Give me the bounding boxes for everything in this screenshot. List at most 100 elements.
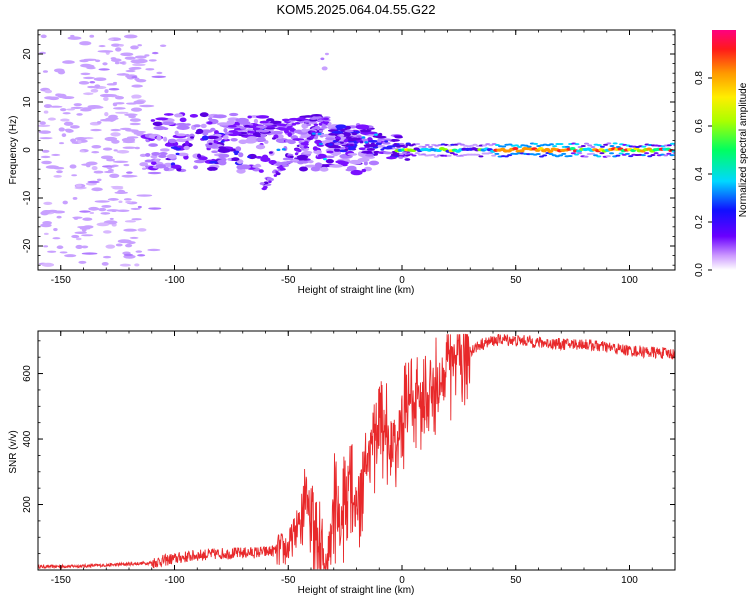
heatmap-cell (666, 152, 672, 155)
heatmap-cell (247, 115, 252, 119)
heatmap-cell (382, 151, 393, 155)
heatmap-cell (98, 68, 110, 71)
heatmap-cell (62, 200, 68, 205)
heatmap-cell (82, 107, 97, 110)
heatmap-cell (235, 146, 242, 152)
snr-xlabel: Height of straight line (km) (298, 585, 415, 596)
heatmap-cell (80, 63, 93, 68)
heatmap-cell (125, 200, 133, 204)
heatmap-cell (148, 59, 157, 62)
heatmap-cell (361, 136, 366, 139)
heatmap-cell (177, 152, 189, 157)
heatmap-cell (344, 129, 354, 133)
heatmap-cell (279, 167, 286, 171)
heatmap-cell (641, 145, 647, 148)
colorbar-tick-label: 0.0 (694, 263, 705, 277)
heatmap-cell (107, 168, 114, 172)
heatmap-cell (208, 142, 213, 146)
heatmap-cell (370, 142, 375, 145)
x-tick-label: 50 (510, 275, 522, 286)
heatmap-cell (564, 145, 570, 148)
heatmap-cell (357, 157, 370, 162)
heatmap-cell (47, 250, 57, 253)
heatmap-cell (39, 121, 46, 125)
heatmap-cell (321, 66, 328, 71)
heatmap-cell (147, 248, 161, 252)
heatmap-cell (62, 60, 75, 64)
heatmap-cell (102, 255, 112, 259)
heatmap-cell (44, 89, 53, 94)
heatmap-cell (596, 155, 602, 158)
heatmap-cell (206, 135, 219, 140)
heatmap-cell (609, 144, 615, 147)
heatmap-cell (317, 153, 325, 158)
heatmap-cell (144, 159, 154, 163)
heatmap-cell (261, 187, 267, 191)
y-tick-label: 200 (22, 496, 33, 513)
heatmap-cell (105, 244, 116, 249)
heatmap-cell (91, 151, 100, 154)
heatmap-cell (223, 128, 228, 133)
heatmap-cell (59, 142, 65, 145)
heatmap-cell (133, 100, 145, 105)
heatmap-cell (129, 122, 141, 126)
heatmap-cell (589, 152, 595, 155)
heatmap-cell (513, 144, 519, 147)
heatmap-cell (132, 63, 146, 67)
heatmap-cell (94, 200, 110, 203)
heatmap-cell (313, 123, 319, 127)
heatmap-cell (299, 120, 304, 124)
heatmap-cell (605, 155, 611, 158)
heatmap-cell (382, 146, 393, 150)
heatmap-cell (43, 104, 52, 109)
heatmap-cell (297, 149, 302, 152)
heatmap-cell (174, 130, 179, 135)
figure-title: KOM5.2025.064.04.55.G22 (276, 2, 435, 17)
heatmap-cell (273, 174, 278, 177)
heatmap-cell (270, 120, 282, 124)
heatmap-cell (247, 155, 252, 159)
heatmap-cell (43, 201, 53, 206)
heatmap-cell (51, 153, 61, 156)
heatmap-cell (103, 230, 112, 234)
heatmap-cell (48, 96, 60, 101)
heatmap-cell (347, 153, 358, 156)
heatmap-cell (86, 66, 96, 70)
heatmap-cell (558, 143, 564, 146)
heatmap-cell (131, 95, 136, 99)
heatmap-cell (162, 127, 169, 131)
heatmap-cell (405, 142, 411, 145)
heatmap-cell (129, 236, 139, 239)
heatmap-cell (535, 153, 541, 156)
x-tick-label: -100 (164, 575, 184, 586)
heatmap-cell (137, 44, 142, 47)
heatmap-cell (501, 145, 507, 148)
heatmap-cell (108, 117, 115, 122)
heatmap-cell (72, 216, 83, 219)
heatmap-cell (45, 165, 60, 169)
heatmap-cell (373, 133, 378, 136)
heatmap-cell (317, 119, 324, 123)
heatmap-cell (100, 155, 114, 160)
heatmap-cell (296, 117, 306, 120)
heatmap-cell (318, 142, 323, 146)
colorbar-gradient (712, 30, 736, 270)
heatmap-cell (135, 58, 148, 64)
heatmap-cell (255, 156, 263, 159)
heatmap-cell (491, 154, 497, 157)
heatmap-cell (81, 245, 89, 249)
heatmap-cell (131, 84, 143, 88)
heatmap-cell (41, 262, 55, 267)
heatmap-cell (289, 155, 294, 159)
heatmap-cell (40, 34, 47, 39)
y-tick-label: 400 (22, 430, 33, 447)
heatmap-cell (193, 124, 201, 128)
heatmap-cell (335, 138, 340, 142)
heatmap-cell (118, 200, 123, 204)
heatmap-cell (100, 212, 111, 215)
heatmap-cell (609, 152, 615, 155)
heatmap-cell (313, 149, 322, 155)
heatmap-cell (331, 130, 344, 134)
heatmap-cell (332, 145, 342, 149)
